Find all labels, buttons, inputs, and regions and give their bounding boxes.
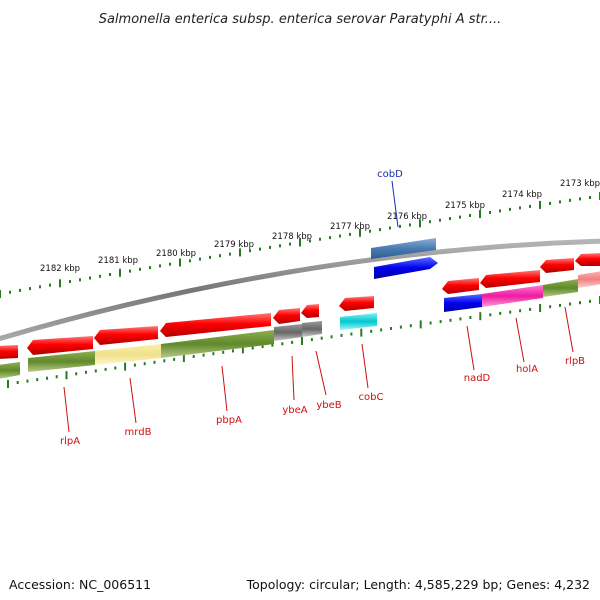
gene-label-nadD: nadD (464, 373, 491, 384)
gene-leader-lines (63, 180, 574, 433)
gene-arrow-rlpA-upstream (0, 345, 18, 359)
gene-arrow-cobD (374, 257, 438, 279)
inner-scale-ticks (7, 296, 600, 388)
gene-label-ybeB: ybeB (316, 400, 341, 411)
category-block-ybeA (274, 324, 302, 341)
gene-label-pbpA: pbpA (216, 415, 242, 426)
category-block-nadD (444, 294, 482, 312)
summary-footer: Topology: circular; Length: 4,585,229 bp… (246, 577, 590, 592)
tick-label-2177: 2177 kbp (330, 222, 370, 232)
gene-label-cobD: cobD (377, 169, 403, 180)
gene-arrow-mrdB (94, 326, 158, 345)
category-block-left-edge (0, 362, 20, 379)
category-block-rlpA (28, 351, 95, 372)
tick-label-2180: 2180 kbp (156, 249, 196, 259)
category-block-right-edge (578, 271, 600, 288)
outer-scale-ticks (0, 192, 600, 298)
gene-arrow-cobC (339, 296, 374, 311)
scale-tick-labels: 2182 kbp 2181 kbp 2180 kbp 2179 kbp 2178… (40, 179, 600, 274)
feature-category-track (0, 271, 600, 379)
category-block-ybeB (302, 321, 322, 337)
gene-label-ybeA: ybeA (282, 405, 307, 416)
accession-footer: Accession: NC_006511 (9, 577, 152, 592)
gene-arrow-rlpB (540, 258, 574, 273)
tick-label-2179: 2179 kbp (214, 240, 254, 250)
gene-label-holA: holA (516, 364, 538, 375)
map-title: Salmonella enterica subsp. enterica sero… (99, 12, 502, 27)
tick-label-2178: 2178 kbp (272, 232, 312, 242)
gene-arrow-downstream (575, 253, 600, 266)
category-block-rlpB (543, 279, 578, 297)
tick-label-2182: 2182 kbp (40, 264, 80, 274)
gene-label-cobC: cobC (359, 392, 384, 403)
genome-backbone (0, 238, 600, 342)
gene-label-mrdB: mrdB (125, 427, 152, 438)
gene-arrow-nadD (442, 278, 479, 294)
category-block-cobC (340, 313, 377, 330)
feature-cobD-outer (371, 238, 436, 259)
category-block-pbpA (161, 330, 274, 358)
category-block-holA (482, 285, 543, 307)
gene-label-rlpA: rlpA (60, 436, 80, 447)
tick-label-2181: 2181 kbp (98, 256, 138, 266)
gene-labels: cobD rlpA mrdB pbpA ybeA ybeB cobC nadD … (60, 169, 585, 447)
tick-label-2174: 2174 kbp (502, 190, 542, 200)
tick-label-2173: 2173 kbp (560, 179, 600, 189)
gene-arrow-ybeB (301, 304, 319, 318)
tick-label-2175: 2175 kbp (445, 201, 485, 211)
gene-arrow-holA (480, 270, 540, 288)
tick-label-2176: 2176 kbp (387, 212, 427, 222)
gene-arrow-ybeA (273, 308, 300, 324)
category-block-mrdB (95, 344, 161, 365)
gene-arrow-rlpA (27, 336, 93, 355)
gene-label-rlpB: rlpB (565, 356, 585, 367)
gene-arrow-pbpA (160, 313, 271, 337)
forward-strand-features (0, 238, 600, 359)
